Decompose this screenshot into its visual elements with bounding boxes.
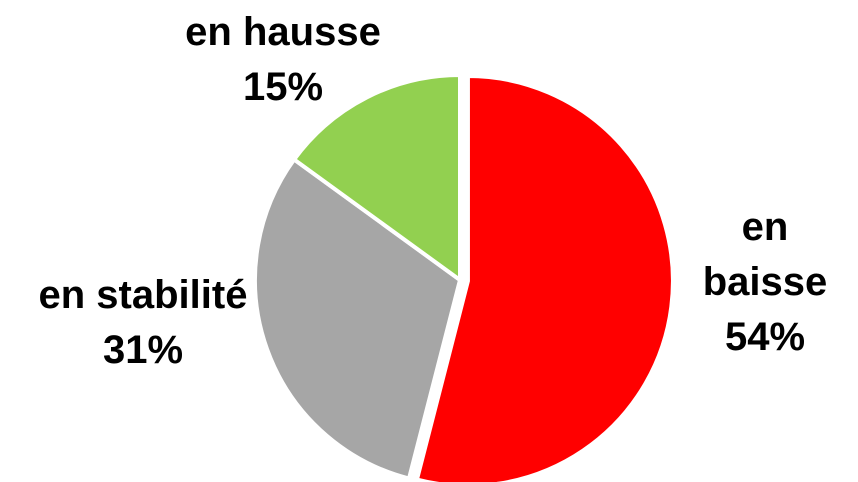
pie-slice: [253, 157, 462, 481]
value-label: 15%: [242, 65, 324, 109]
value-label: 54%: [724, 315, 806, 359]
pie-slice: [414, 74, 675, 482]
category-label: en baisse: [702, 205, 828, 304]
slice-label: en hausse 15%: [133, 5, 433, 115]
category-label: en stabilité: [38, 273, 248, 317]
pie-slice: [292, 73, 462, 282]
value-label: 31%: [102, 328, 184, 372]
category-label: en hausse: [185, 10, 381, 54]
slice-label: en baisse 54%: [690, 200, 840, 365]
slice-label: en stabilité 31%: [0, 268, 293, 378]
